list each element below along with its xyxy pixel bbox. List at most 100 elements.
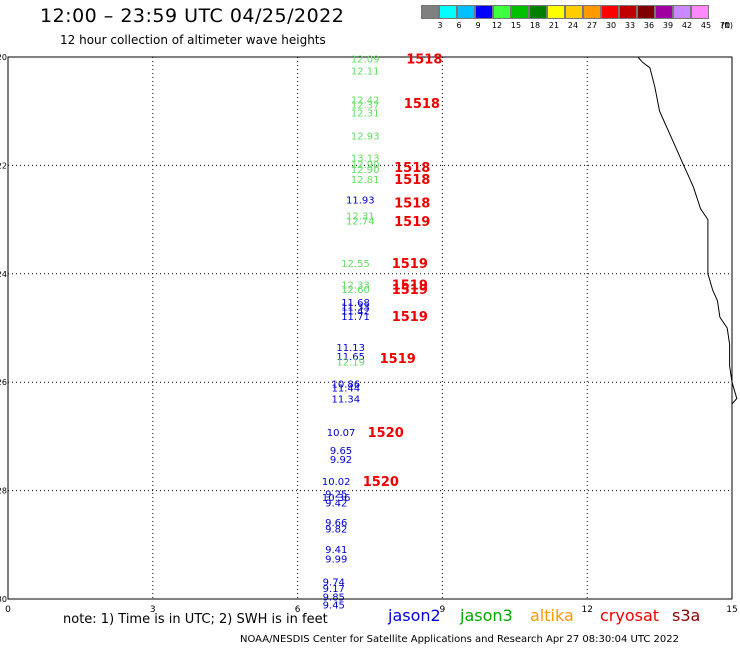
colorbar-label: (ft) (720, 21, 734, 30)
pass-time-label: 1519 (392, 283, 428, 298)
colorbar-label: 45 (700, 21, 712, 30)
colorbar-label: 18 (529, 21, 541, 30)
colorbar-swatch (511, 5, 529, 19)
pass-time-label: 1518 (394, 196, 430, 211)
legend-item-cryosat: cryosat (600, 606, 660, 625)
pass-time-label: 1519 (392, 279, 428, 294)
wave-height-label: 12.11 (351, 67, 380, 78)
legend-item-jason2: jason2 (388, 606, 441, 625)
colorbar-label: 36 (643, 21, 655, 30)
x-tick-label: 3 (150, 605, 156, 615)
wave-height-label: 9.45 (323, 600, 345, 611)
colorbar-label: 33 (624, 21, 636, 30)
wave-height-label: 12.31 (346, 211, 375, 222)
wave-height-label: 9.99 (325, 554, 347, 565)
x-tick-label: 0 (5, 605, 11, 615)
pass-time-label: 1518 (394, 173, 430, 188)
pass-time-label: 1520 (368, 426, 404, 441)
wave-height-label: 10.86 (332, 379, 361, 390)
coastline (637, 56, 738, 405)
wave-height-label: 12.37 (351, 101, 380, 112)
note-text: note: 1) Time is in UTC; 2) SWH is in fe… (63, 612, 328, 627)
wave-height-label: 9.74 (323, 578, 345, 589)
wave-height-label: 9.82 (325, 525, 347, 536)
pass-time-label: 1519 (392, 257, 428, 272)
colorbar-swatch (547, 5, 565, 19)
colorbar-swatch (475, 5, 493, 19)
footer-credit: NOAA/NESDIS Center for Satellite Applica… (240, 634, 679, 645)
map-subtitle: 12 hour collection of altimeter wave hei… (60, 33, 326, 47)
wave-height-label: 12.55 (341, 259, 370, 270)
colorbar-swatch (439, 5, 457, 19)
wave-height-label: 12.33 (341, 281, 370, 292)
pass-time-label: 1519 (380, 352, 416, 367)
wave-height-label: 12.93 (351, 132, 380, 143)
wave-height-label: 11.42 (341, 307, 370, 318)
wave-height-label: 11.13 (336, 343, 365, 354)
colorbar-swatch (691, 5, 709, 19)
y-tick-label: -30 (0, 595, 7, 604)
x-tick-label: 6 (295, 605, 301, 615)
map-frame (7, 56, 733, 600)
colorbar-swatch (655, 5, 673, 19)
wave-height-label: 13.13 (351, 153, 380, 164)
colorbar-swatch (493, 5, 511, 19)
colorbar-swatch (637, 5, 655, 19)
wave-height-label: 9.17 (323, 584, 345, 595)
pass-time-label: 1519 (394, 215, 430, 230)
wave-height-label: 11.34 (332, 394, 361, 405)
x-tick-label: 9 (440, 605, 446, 615)
x-tick-label: 12 (581, 605, 592, 615)
wave-height-label: 9.42 (325, 499, 347, 510)
colorbar-swatch (565, 5, 583, 19)
wave-height-label: 11.33 (341, 302, 370, 313)
wave-height-label: 10.02 (322, 477, 351, 488)
colorbar-label: 3 (437, 21, 443, 30)
y-tick-label: -24 (0, 270, 7, 279)
wave-height-label: 10.07 (327, 428, 356, 439)
x-tick-label: 15 (726, 605, 737, 615)
y-tick-label: -20 (0, 53, 7, 62)
wave-height-label: 9.85 (323, 592, 345, 603)
wave-height-label: 12.90 (351, 165, 380, 176)
colorbar-swatch (583, 5, 601, 19)
wave-height-label: 9.41 (325, 545, 347, 556)
colorbar-swatch (601, 5, 619, 19)
y-tick-label: -28 (0, 487, 7, 496)
y-tick-label: -26 (0, 378, 7, 387)
legend-item-jason3: jason3 (460, 606, 513, 625)
wave-height-label: 9.66 (325, 518, 347, 529)
wave-height-label: 9.25 (325, 489, 347, 500)
wave-height-label: 11.68 (341, 298, 370, 309)
wave-height-label: 12.74 (346, 217, 375, 228)
wave-height-label: 11.44 (332, 384, 361, 395)
wave-height-label: 12.19 (336, 358, 365, 369)
colorbar-label: 15 (510, 21, 522, 30)
wave-height-label: 10.36 (322, 493, 351, 504)
colorbar-label: 12 (491, 21, 503, 30)
wave-height-label: 12.31 (351, 108, 380, 119)
wave-height-label: 9.92 (330, 455, 352, 466)
wave-height-label: 11.65 (336, 352, 365, 363)
colorbar-swatch (421, 5, 439, 19)
legend-item-altika: altika (530, 606, 574, 625)
pass-time-label: 1518 (394, 161, 430, 176)
colorbar-label: 9 (475, 21, 481, 30)
colorbar-label: 42 (681, 21, 693, 30)
wave-height-label: 12.60 (341, 285, 370, 296)
wave-height-label: 12.42 (351, 95, 380, 106)
wave-height-colorbar (421, 5, 709, 19)
wave-height-label: 12.09 (351, 55, 380, 66)
wave-height-label: 11.71 (341, 312, 370, 323)
wave-height-label: 12.90 (351, 160, 380, 171)
pass-time-label: 1519 (392, 310, 428, 325)
colorbar-label: 39 (662, 21, 674, 30)
wave-height-label: 12.81 (351, 175, 380, 186)
wave-height-label: 9.65 (330, 446, 352, 457)
legend-item-s3a: s3a (672, 606, 701, 625)
colorbar-swatch (529, 5, 547, 19)
colorbar-label: 6 (456, 21, 462, 30)
wave-height-label: 11.93 (346, 196, 375, 207)
pass-time-label: 1518 (404, 97, 440, 112)
